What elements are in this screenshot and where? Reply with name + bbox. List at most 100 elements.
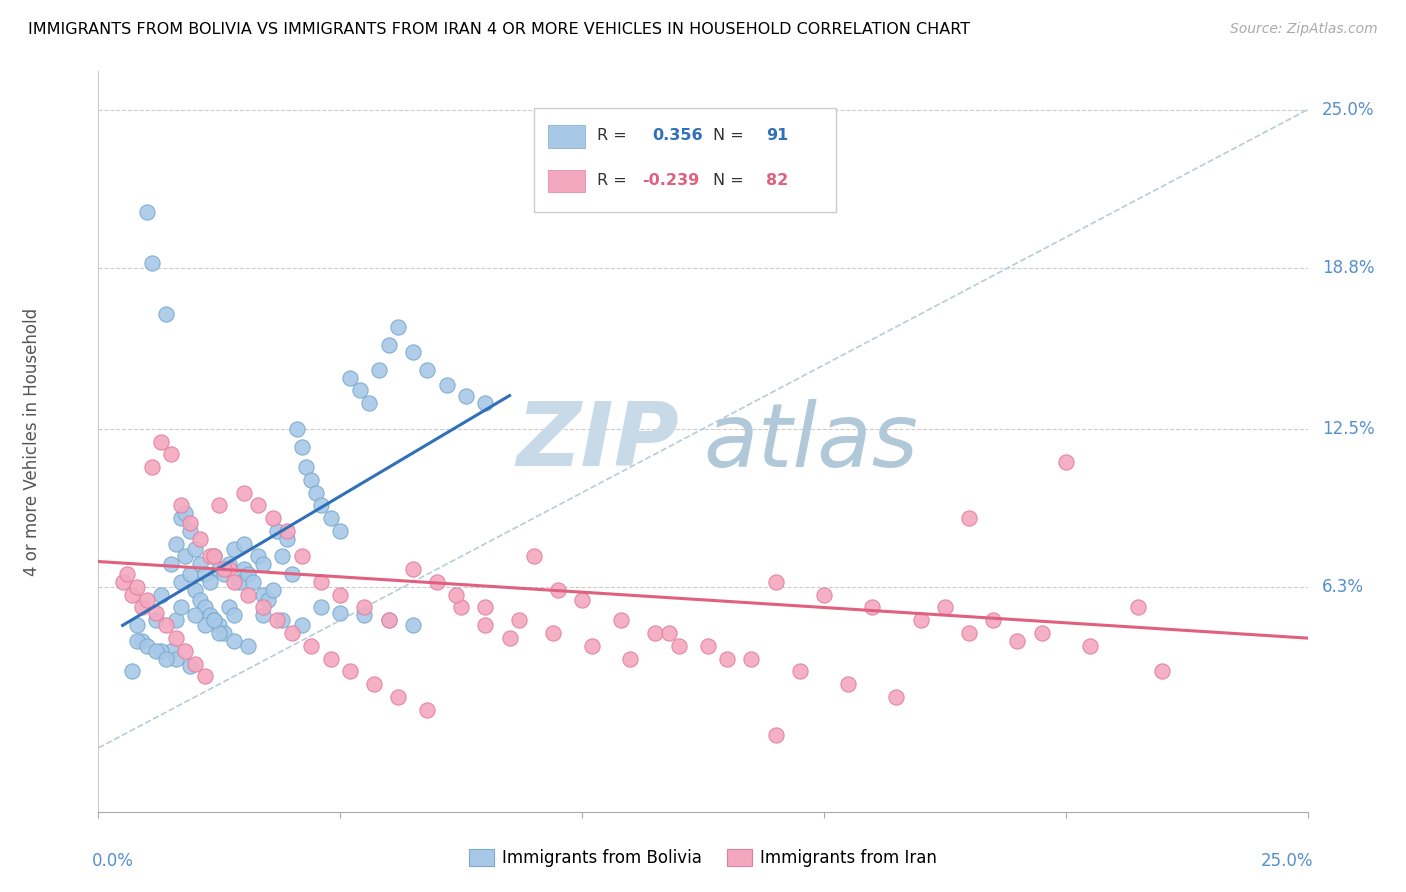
Point (252, 608, 274, 623)
Point (141, 256, 163, 270)
Point (1031, 626, 1053, 640)
Point (194, 567, 217, 582)
Point (934, 600, 956, 615)
Text: atlas: atlas (703, 399, 918, 484)
Point (155, 307, 177, 321)
Point (238, 639, 260, 653)
Point (160, 644, 183, 658)
Point (155, 618, 177, 632)
Point (165, 536, 187, 550)
Point (658, 626, 681, 640)
Point (117, 567, 139, 582)
Point (789, 665, 811, 679)
Point (184, 608, 207, 623)
Point (165, 613, 187, 627)
Point (541, 626, 564, 640)
Text: Source: ZipAtlas.com: Source: ZipAtlas.com (1230, 22, 1378, 37)
Point (188, 532, 211, 546)
Point (198, 549, 221, 564)
Point (1128, 600, 1150, 615)
Point (131, 633, 153, 648)
Point (208, 618, 231, 632)
Point (329, 524, 352, 538)
Point (981, 613, 1004, 627)
Point (402, 345, 425, 359)
Point (765, 728, 787, 742)
Point (276, 532, 298, 546)
Point (212, 562, 235, 576)
Point (135, 592, 157, 607)
Point (266, 524, 288, 538)
Point (204, 549, 226, 564)
Point (571, 592, 593, 607)
Point (179, 516, 201, 531)
Point (194, 600, 217, 615)
Point (218, 562, 240, 576)
Point (474, 600, 496, 615)
Point (377, 613, 399, 627)
Point (247, 549, 270, 564)
Point (910, 613, 932, 627)
Point (402, 618, 425, 632)
Point (131, 600, 153, 615)
Text: R =: R = (596, 173, 626, 187)
Point (368, 363, 391, 377)
Point (169, 499, 191, 513)
Point (111, 574, 134, 589)
Point (305, 485, 328, 500)
Point (256, 592, 278, 607)
Point (610, 613, 633, 627)
Point (247, 499, 270, 513)
Point (169, 600, 191, 615)
FancyBboxPatch shape (548, 126, 585, 147)
Point (222, 633, 245, 648)
Point (886, 690, 908, 704)
Point (474, 618, 496, 632)
Point (290, 549, 312, 564)
Point (329, 588, 352, 602)
Point (127, 618, 149, 632)
Point (165, 651, 187, 665)
Point (228, 574, 250, 589)
Point (619, 651, 641, 665)
Point (353, 600, 375, 615)
Point (339, 370, 361, 384)
Point (208, 562, 231, 576)
Point (271, 549, 294, 564)
Point (212, 626, 235, 640)
Point (813, 588, 835, 602)
Text: 12.5%: 12.5% (1322, 420, 1375, 438)
Point (150, 644, 173, 658)
Point (957, 626, 980, 640)
Point (837, 677, 859, 691)
Point (188, 592, 211, 607)
Point (198, 608, 221, 623)
Text: IMMIGRANTS FROM BOLIVIA VS IMMIGRANTS FROM IRAN 4 OR MORE VEHICLES IN HOUSEHOLD : IMMIGRANTS FROM BOLIVIA VS IMMIGRANTS FR… (28, 22, 970, 37)
Point (716, 651, 738, 665)
Point (252, 588, 274, 602)
Point (194, 669, 217, 683)
Point (668, 639, 690, 653)
Point (319, 511, 342, 525)
Point (290, 440, 312, 454)
Point (145, 606, 167, 620)
Point (290, 618, 312, 632)
Point (377, 337, 399, 351)
Point (454, 388, 477, 402)
FancyBboxPatch shape (548, 169, 585, 192)
Point (232, 562, 254, 576)
Text: 0.356: 0.356 (652, 128, 703, 144)
Point (222, 541, 245, 556)
Point (349, 384, 371, 398)
Point (446, 588, 468, 602)
Point (295, 460, 318, 475)
Point (387, 319, 409, 334)
Text: ZIP: ZIP (516, 398, 679, 485)
Point (276, 524, 298, 538)
Point (299, 473, 322, 487)
Point (262, 582, 284, 597)
Point (353, 608, 375, 623)
Point (184, 541, 207, 556)
Point (387, 690, 409, 704)
Point (121, 588, 143, 602)
